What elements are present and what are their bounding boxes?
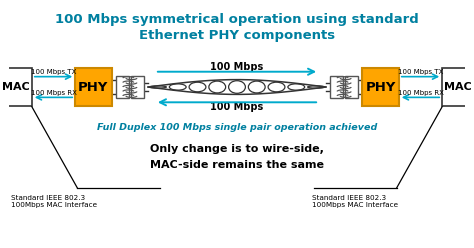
- Bar: [116, 76, 129, 98]
- Text: 100 Mbps RX: 100 Mbps RX: [398, 90, 444, 96]
- Text: 100 Mbps: 100 Mbps: [210, 62, 264, 72]
- Text: Ethernet PHY components: Ethernet PHY components: [139, 29, 335, 42]
- Text: 100 Mbps TX: 100 Mbps TX: [398, 69, 443, 75]
- Text: 100 Mbps TX: 100 Mbps TX: [31, 69, 76, 75]
- Bar: [442, 68, 474, 106]
- Text: 100 Mbps: 100 Mbps: [210, 102, 264, 112]
- Bar: [75, 68, 112, 106]
- Bar: [0, 68, 32, 106]
- Bar: [330, 76, 343, 98]
- Text: Standard IEEE 802.3
100Mbps MAC Interface: Standard IEEE 802.3 100Mbps MAC Interfac…: [11, 195, 98, 208]
- Bar: [131, 76, 144, 98]
- Text: PHY: PHY: [78, 81, 109, 93]
- Bar: [345, 76, 358, 98]
- Text: MAC: MAC: [2, 82, 30, 92]
- Text: 100 Mbps symmetrical operation using standard: 100 Mbps symmetrical operation using sta…: [55, 13, 419, 26]
- Text: Only change is to wire-side,: Only change is to wire-side,: [150, 144, 324, 154]
- Text: MAC-side remains the same: MAC-side remains the same: [150, 160, 324, 170]
- Text: PHY: PHY: [365, 81, 396, 93]
- Bar: [362, 68, 399, 106]
- Text: MAC: MAC: [444, 82, 472, 92]
- Text: 100 Mbps RX: 100 Mbps RX: [30, 90, 76, 96]
- Text: Standard IEEE 802.3
100Mbps MAC Interface: Standard IEEE 802.3 100Mbps MAC Interfac…: [312, 195, 398, 208]
- Text: Full Duplex 100 Mbps single pair operation achieved: Full Duplex 100 Mbps single pair operati…: [97, 123, 377, 132]
